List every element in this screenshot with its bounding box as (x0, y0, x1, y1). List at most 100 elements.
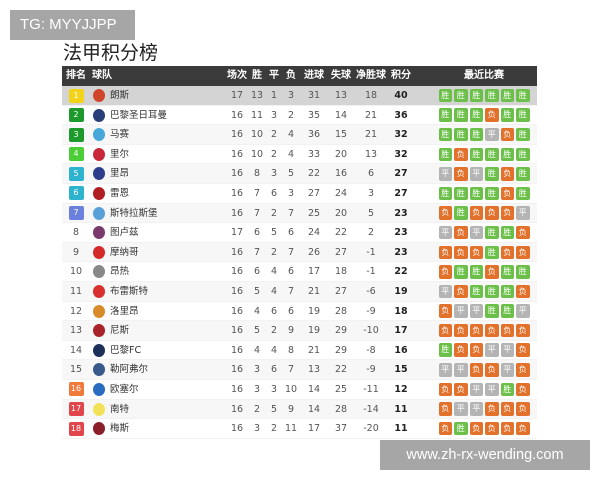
team-logo-icon (93, 382, 105, 396)
form-result-badge: 平 (516, 304, 530, 318)
form-result-badge: 胜 (500, 304, 514, 318)
team-name[interactable]: 雷恩 (110, 187, 130, 199)
form-result-badge: 负 (454, 245, 468, 259)
form-result-badge: 胜 (516, 127, 530, 142)
form-result-badge: 负 (500, 186, 514, 201)
form-result-badge: 平 (500, 363, 514, 377)
table-row[interactable]: 3 马赛 16 10 2 4 36 15 21 32 胜胜胜平负胜 (62, 125, 537, 145)
team-name[interactable]: 里尔 (110, 148, 130, 160)
team-name[interactable]: 勒阿弗尔 (110, 364, 149, 376)
header-pts: 积分 (391, 70, 411, 81)
table-row[interactable]: 14 巴黎FC 16 4 4 8 21 29 -8 16 胜负负平平负 (62, 341, 537, 361)
team-name[interactable]: 斯特拉斯堡 (110, 207, 158, 219)
team-name[interactable]: 朗斯 (110, 90, 130, 101)
form-result-badge: 负 (516, 343, 530, 357)
form-result-badge: 负 (516, 382, 530, 397)
table-row[interactable]: 2 巴黎圣日耳曼 16 11 3 2 35 14 21 36 胜胜胜负胜胜 (62, 106, 537, 126)
team-name[interactable]: 图卢兹 (110, 227, 139, 239)
form-result-badge: 负 (454, 382, 468, 397)
team-logo-icon (93, 324, 105, 338)
table-row[interactable]: 17 南特 16 2 5 9 14 28 -14 11 负平平负负负 (62, 399, 537, 420)
team-name[interactable]: 梅斯 (110, 423, 130, 435)
form-result-badge: 负 (438, 402, 452, 416)
table-row[interactable]: 18 梅斯 16 3 2 11 17 37 -20 11 负胜负负负负 (62, 419, 537, 439)
points: 36 (394, 109, 408, 121)
draws: 6 (270, 187, 278, 199)
form-result-badge: 胜 (454, 186, 468, 201)
form-result-badge: 负 (469, 421, 483, 436)
played: 16 (230, 364, 244, 376)
draws: 2 (270, 207, 278, 219)
goals-for: 25 (307, 207, 321, 219)
form-result-badge: 胜 (454, 206, 468, 220)
played: 16 (230, 266, 244, 278)
goals-against: 15 (334, 129, 348, 141)
table-row[interactable]: 11 布雷斯特 16 5 4 7 21 27 -6 19 平负胜胜胜负 (62, 281, 537, 302)
recent-form: 胜胜胜平负胜 (432, 125, 536, 145)
points: 16 (394, 344, 408, 356)
form-result-badge: 平 (469, 225, 483, 240)
goals-against: 13 (334, 90, 348, 101)
wins: 5 (253, 325, 261, 337)
team-name[interactable]: 摩纳哥 (110, 246, 139, 258)
form-result-badge: 胜 (516, 167, 530, 181)
rank-number: 12 (69, 305, 83, 317)
form-result-badge: 平 (469, 382, 483, 397)
points: 12 (394, 383, 408, 395)
team-name[interactable]: 尼斯 (110, 325, 130, 337)
goals-for: 26 (307, 246, 321, 258)
goal-difference: 21 (364, 109, 378, 121)
table-row[interactable]: 8 图卢兹 17 6 5 6 24 22 2 23 平负平胜胜负 (62, 223, 537, 243)
table-row[interactable]: 6 雷恩 16 7 6 3 27 24 3 27 胜胜胜胜负胜 (62, 184, 537, 204)
losses: 8 (287, 344, 295, 356)
wins: 3 (253, 383, 261, 395)
rank: 9 (64, 243, 88, 263)
wins: 10 (250, 129, 264, 141)
draws: 4 (270, 266, 278, 278)
header-win: 胜 (252, 70, 262, 81)
form-result-badge: 负 (516, 421, 530, 436)
table-row[interactable]: 9 摩纳哥 16 7 2 7 26 27 -1 23 负负负胜负负 (62, 242, 537, 263)
points: 11 (394, 403, 408, 415)
team-name[interactable]: 欧塞尔 (110, 383, 139, 395)
losses: 3 (287, 90, 295, 101)
team-name[interactable]: 马赛 (110, 129, 130, 141)
rank: 17 (64, 400, 88, 420)
goals-against: 22 (334, 364, 348, 376)
goal-difference: -1 (366, 246, 376, 258)
team-name[interactable]: 昂热 (110, 266, 130, 278)
rank: 2 (64, 106, 88, 126)
form-result-badge: 胜 (469, 265, 483, 279)
goals-for: 17 (307, 423, 321, 435)
recent-form: 胜负胜胜胜胜 (432, 145, 536, 165)
table-row[interactable]: 12 洛里昂 16 4 6 6 19 28 -9 18 负平平胜胜平 (62, 302, 537, 322)
points: 22 (394, 266, 408, 278)
table-row[interactable]: 7 斯特拉斯堡 16 7 2 7 25 20 5 23 负胜负负负平 (62, 203, 537, 224)
rank-number: 9 (72, 246, 80, 258)
losses: 6 (287, 227, 295, 239)
team-name[interactable]: 洛里昂 (110, 305, 139, 317)
team-name[interactable]: 南特 (110, 403, 130, 415)
table-row[interactable]: 10 昂热 16 6 4 6 17 18 -1 22 负胜胜负胜胜 (62, 262, 537, 282)
team-name[interactable]: 巴黎FC (110, 344, 142, 356)
table-row[interactable]: 4 里尔 16 10 2 4 33 20 13 32 胜负胜胜胜胜 (62, 145, 537, 165)
table-row[interactable]: 5 里昂 16 8 3 5 22 16 6 27 平负平胜负胜 (62, 164, 537, 184)
team-name[interactable]: 巴黎圣日耳曼 (110, 109, 168, 121)
goal-difference: -10 (363, 325, 379, 337)
team-logo-icon (93, 226, 105, 240)
table-body: 1 朗斯 17 13 1 3 31 13 18 40 胜胜胜胜胜胜 2 巴黎圣日耳曼 16 11 3 2 35 14… (62, 86, 537, 439)
team-name[interactable]: 里昂 (110, 168, 130, 180)
played: 16 (230, 148, 244, 160)
form-result-badge: 胜 (516, 147, 530, 162)
table-row[interactable]: 1 朗斯 17 13 1 3 31 13 18 40 胜胜胜胜胜胜 (62, 86, 537, 106)
table-row[interactable]: 13 尼斯 16 5 2 9 19 29 -10 17 负负负负负负 (62, 321, 537, 341)
rank-badge: 6 (68, 186, 84, 201)
table-row[interactable]: 16 欧塞尔 16 3 3 10 14 25 -11 12 负负平平胜负 (62, 380, 537, 400)
goals-for: 13 (307, 364, 321, 376)
table-row[interactable]: 15 勒阿弗尔 16 3 6 7 13 22 -9 15 平平负负平负 (62, 360, 537, 380)
draws: 2 (270, 246, 278, 258)
form-result-badge: 胜 (454, 127, 468, 142)
team-logo-icon (93, 89, 105, 102)
wins: 7 (253, 187, 261, 199)
team-name[interactable]: 布雷斯特 (110, 285, 149, 297)
